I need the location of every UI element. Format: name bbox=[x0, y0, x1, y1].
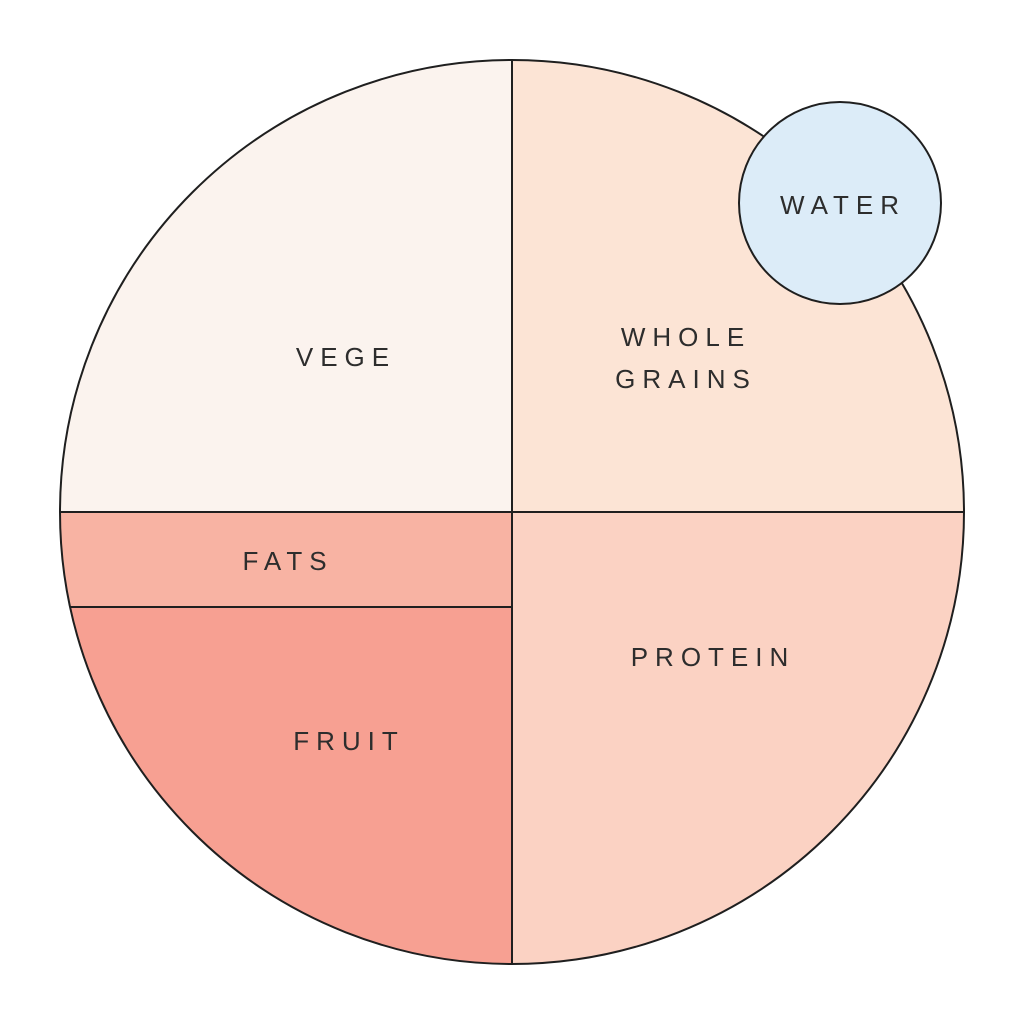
segment-label-whole-grains: WHOLE GRAINS bbox=[615, 322, 757, 394]
segment-label-fats: FATS bbox=[242, 546, 334, 576]
segment-label-fruit: FRUIT bbox=[293, 726, 405, 756]
segment-vege bbox=[60, 60, 512, 512]
segment-label-protein: PROTEIN bbox=[630, 642, 796, 672]
segment-protein bbox=[512, 512, 964, 964]
segment-fruit bbox=[70, 607, 512, 964]
segment-fats bbox=[60, 512, 512, 607]
segment-label-vege: VEGE bbox=[295, 342, 397, 372]
water-label: WATER bbox=[780, 190, 906, 220]
segment-whole-grains bbox=[512, 60, 964, 512]
water-circle bbox=[738, 101, 942, 305]
